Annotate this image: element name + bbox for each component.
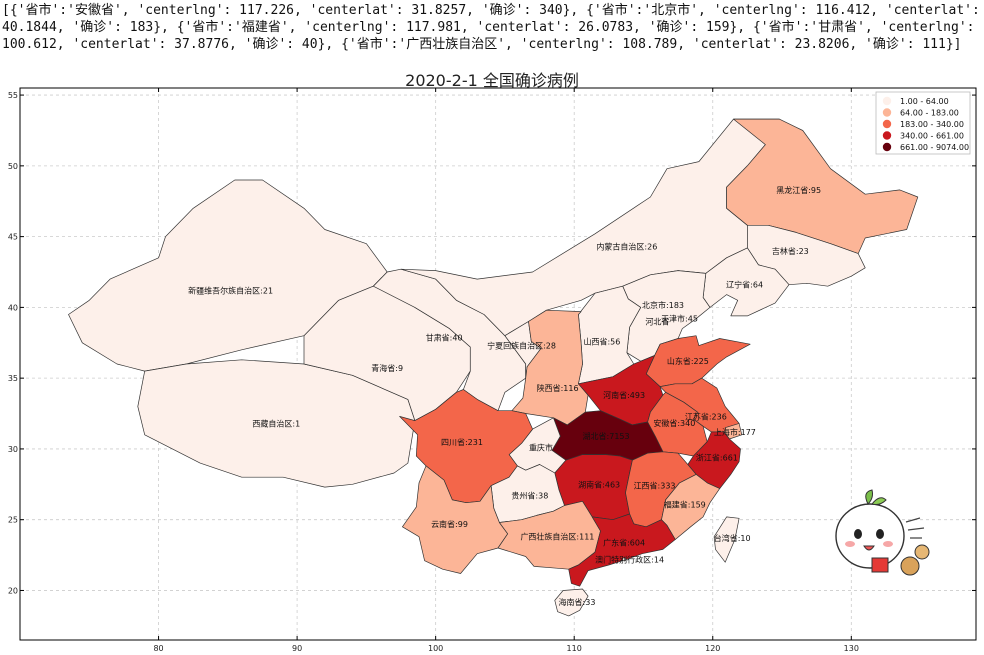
province-label: 湖北省:7153: [583, 431, 630, 441]
province-label: 四川省:231: [441, 437, 483, 447]
y-tick-label: 45: [8, 233, 18, 242]
province-label: 广东省:604: [603, 537, 645, 547]
province-label: 浙江省:661: [696, 452, 738, 462]
x-tick-label: 120: [705, 644, 720, 653]
province-label: 山西省:56: [583, 336, 620, 346]
province-label: 天津市:45: [661, 314, 698, 324]
legend-marker: [882, 96, 892, 106]
province-label: 湖南省:463: [578, 479, 620, 489]
y-tick-label: 25: [8, 516, 18, 525]
y-tick-label: 20: [8, 586, 18, 595]
y-tick-label: 40: [8, 303, 18, 312]
province-label: 江西省:333: [634, 481, 676, 491]
x-tick-label: 130: [844, 644, 859, 653]
label-layer: 新疆维吾尔族自治区:21 西藏自治区:1 青海省:9 甘肃省:40 内蒙古自治区:26 黑…: [188, 185, 821, 607]
y-tick-label: 55: [8, 91, 18, 100]
legend-marker: [882, 119, 892, 129]
y-tick-label: 30: [8, 445, 18, 454]
province-label: 江苏省:236: [685, 411, 727, 421]
province-label: 青海省:9: [371, 363, 403, 373]
province-label: 甘肃省:40: [426, 332, 463, 342]
x-tick-label: 90: [292, 644, 302, 653]
x-tick-label: 100: [428, 644, 443, 653]
legend-label: 340.00 - 661.00: [900, 132, 964, 141]
province-label: 云南省:99: [431, 519, 468, 529]
province-海南省: [554, 588, 589, 617]
province-label: 辽宁省:64: [726, 280, 763, 290]
province-广东省: [568, 513, 676, 587]
province-label: 黑龙江省:95: [776, 185, 821, 195]
province-label: 新疆维吾尔族自治区:21: [188, 285, 273, 295]
province-西藏自治区: [137, 359, 416, 488]
y-tick-label: 35: [8, 374, 18, 383]
legend-marker: [882, 108, 892, 117]
province-label: 北京市:183: [642, 300, 684, 310]
x-tick-label: 80: [153, 644, 163, 653]
province-label: 澳门特别行政区:14: [595, 554, 664, 564]
sticker-icon: [835, 489, 930, 576]
province-label: 福建省:159: [664, 499, 706, 509]
province-label: 吉林省:23: [772, 246, 809, 256]
legend-label: 64.00 - 183.00: [900, 109, 959, 118]
province-label: 上海市:177: [714, 427, 756, 437]
province-label: 重庆市: [529, 443, 553, 453]
legend-label: 1.00 - 64.00: [900, 97, 949, 106]
province-label: 河南省:493: [603, 390, 645, 400]
province-label: 宁夏回族自治区:28: [487, 341, 556, 351]
x-tick-label: 110: [567, 644, 582, 653]
province-云南省: [402, 465, 509, 574]
axes-layer: 80 90 100 110 120 130 20 25 30 35 40 45 50 55: [8, 87, 977, 653]
legend-label: 183.00 - 340.00: [900, 120, 964, 129]
y-tick-label: 50: [8, 162, 18, 171]
province-label: 陕西省:116: [537, 383, 579, 393]
legend-label: 661.00 - 9074.00: [900, 143, 969, 152]
province-label: 安徽省:340: [653, 418, 695, 428]
legend: 1.00 - 64.00 64.00 - 183.00 183.00 - 340.0…: [875, 91, 971, 155]
province-label: 山东省:225: [667, 356, 709, 366]
province-label: 河北省: [645, 317, 669, 327]
legend-marker: [882, 131, 892, 140]
province-上海市: [724, 423, 743, 440]
province-label: 海南省:33: [559, 597, 596, 607]
province-label: 内蒙古自治区:26: [596, 242, 657, 252]
legend-box: [875, 91, 971, 155]
province-label: 台湾省:10: [714, 533, 751, 543]
province-安徽省: [647, 391, 708, 457]
province-label: 广西壮族自治区:111: [520, 531, 594, 541]
console-output: [{'省市':'安徽省', 'centerlng': 117.226, 'cen…: [2, 3, 980, 52]
province-台湾省: [713, 516, 740, 563]
province-澳门特别行政区: [622, 557, 626, 562]
province-layer: [68, 118, 919, 617]
chart-title: 2020-2-1 全国确诊病例: [405, 71, 579, 90]
province-label: 贵州省:38: [511, 491, 548, 501]
axes-frame: [19, 87, 977, 641]
province-label: 西藏自治区:1: [252, 418, 300, 428]
province-辽宁省: [702, 247, 790, 317]
legend-marker: [882, 142, 892, 152]
